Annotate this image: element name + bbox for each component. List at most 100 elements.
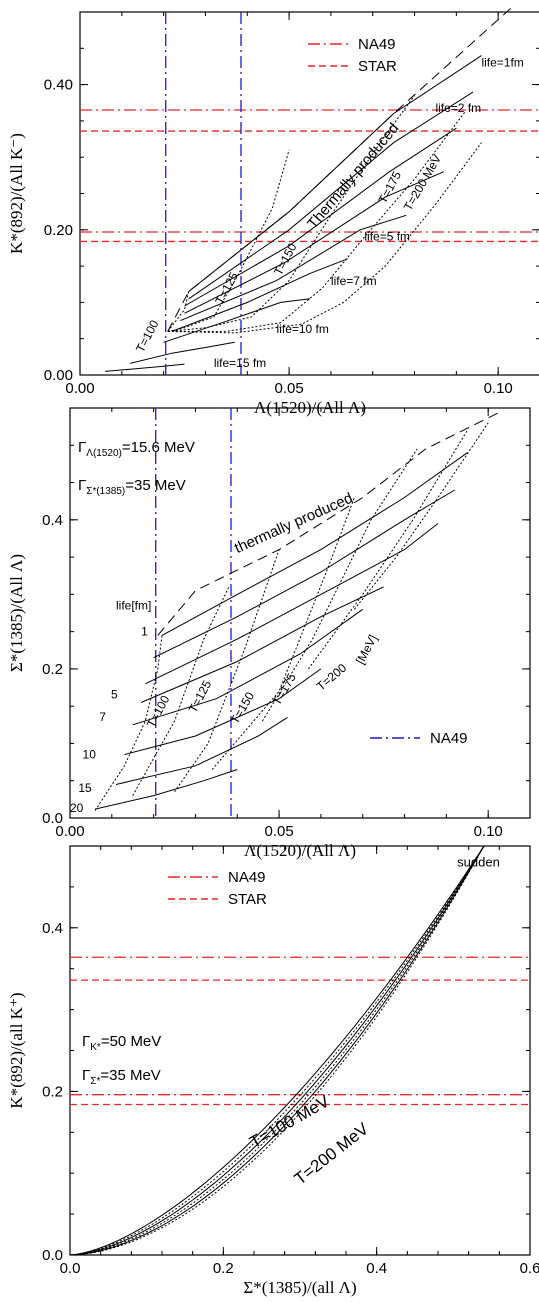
curve-annotation: T=200 xyxy=(314,661,350,694)
lifetime-curve xyxy=(188,91,474,300)
y-tick-label: 0.0 xyxy=(42,810,63,827)
lifetime-curve xyxy=(161,452,468,636)
curve-annotation: 10 xyxy=(83,747,97,761)
lifetime-curve xyxy=(163,298,311,343)
x-tick-label: 0.4 xyxy=(366,1260,387,1277)
curve-annotation: T=100 xyxy=(144,693,173,730)
curve-annotation: life=7 fm xyxy=(331,274,377,288)
legend-label: STAR xyxy=(358,58,397,75)
lifetime-curve xyxy=(94,769,238,810)
model-curve xyxy=(69,845,485,1256)
width-annotation: ΓΣ*(1385)=35 MeV xyxy=(78,477,186,497)
x-axis-label: Λ(1520)/(All Λ) xyxy=(244,841,356,860)
legend-label: NA49 xyxy=(358,36,396,53)
curve-annotation: life=5 fm xyxy=(364,230,410,244)
temperature-curve xyxy=(261,448,418,722)
x-tick-label: 0.00 xyxy=(55,823,84,840)
legend-label: STAR xyxy=(228,891,267,908)
x-tick-label: 0.10 xyxy=(474,823,503,840)
thermal-curve xyxy=(167,8,512,332)
curve-annotation: T=150 xyxy=(271,240,300,277)
y-tick-label: 0.00 xyxy=(44,367,73,384)
curve-annotation: T=100 MeV xyxy=(247,1091,334,1152)
curve-annotation: 1 xyxy=(141,624,148,638)
chart-k-star-vs-sigma-star: 0.0 0.2 0.4 0.6 0.0 0.2 0.4 Σ*(1385)/(all Λ) K*(… xyxy=(7,845,539,1297)
width-annotation: ΓΣ*=35 MeV xyxy=(82,1067,161,1087)
curve-annotation: life[fm] xyxy=(116,598,151,612)
x-tick-label: 0.6 xyxy=(520,1260,539,1277)
lifetime-curve xyxy=(171,258,348,332)
chart-k-star-vs-lambda: 0.00 0.05 0.100.000.200.40Λ(1520)/(All Λ)K… xyxy=(7,8,539,417)
curve-annotation: T=200 MeV xyxy=(401,152,444,213)
lifetime-curve xyxy=(184,171,444,314)
y-tick-label: 0.2 xyxy=(42,661,63,678)
width-annotation: ΓΛ(1520)=15.6 MeV xyxy=(78,439,195,459)
x-tick-label: 0.10 xyxy=(484,380,513,397)
y-tick-label: 0.4 xyxy=(42,512,63,529)
thermal-curve xyxy=(157,411,501,636)
curve-annotation: T=125 xyxy=(186,678,215,715)
plot-frame xyxy=(69,407,531,819)
y-tick-label: 0.40 xyxy=(44,77,73,94)
curve-annotation: life=1fm xyxy=(481,55,523,69)
curve-annotation: 15 xyxy=(78,781,92,795)
lifetime-curve xyxy=(130,341,235,364)
model-curve xyxy=(69,845,485,1256)
x-tick-label: 0.00 xyxy=(65,380,94,397)
curve-annotation: life=2 fm xyxy=(435,101,481,115)
y-tick-label: 0.0 xyxy=(42,1247,63,1264)
x-tick-label: 0.05 xyxy=(274,380,303,397)
curve-annotation: life=15 fm xyxy=(214,356,266,370)
legend-label: NA49 xyxy=(228,869,266,886)
lifetime-curve xyxy=(115,716,288,785)
lifetime-curve xyxy=(140,586,384,703)
temperature-curve xyxy=(211,497,355,770)
temperature-curve xyxy=(167,149,290,332)
x-tick-label: 0.05 xyxy=(264,823,293,840)
model-curve xyxy=(69,845,485,1256)
lifetime-curve xyxy=(132,608,363,726)
y-tick-label: 0.2 xyxy=(42,1083,63,1100)
curve-annotation: 7 xyxy=(99,710,106,724)
curve-annotation: T=150 xyxy=(228,689,257,726)
temperature-curve xyxy=(167,142,482,334)
curve-annotation: T=125 xyxy=(212,270,241,307)
curve-annotation: T=100 xyxy=(133,317,162,354)
model-curve xyxy=(69,845,485,1256)
temperature-curve xyxy=(174,549,280,793)
lifetime-curve xyxy=(184,127,457,307)
lifetime-curve xyxy=(145,523,439,685)
model-curve xyxy=(69,845,485,1256)
lifetime-curve xyxy=(153,489,455,659)
y-axis-label: K*(892)/(all K⁺) xyxy=(7,992,26,1108)
curve-annotation: T=175 xyxy=(376,169,405,206)
chart-sigma-star-vs-lambda: 0.00 0.05 0.10 0.0 0.2 0.4 Λ(1520)/(All Λ) Σ*(1… xyxy=(7,407,531,860)
curve-annotation: life=10 fm xyxy=(277,322,329,336)
legend-label: NA49 xyxy=(430,730,468,747)
width-annotation: ΓK*=50 MeV xyxy=(82,1033,161,1053)
x-tick-label: 0.0 xyxy=(60,1260,81,1277)
temperature-curve xyxy=(167,291,190,332)
curve-annotation: [MeV] xyxy=(353,632,380,666)
temperature-curve xyxy=(307,430,468,670)
model-curve xyxy=(69,845,485,1256)
y-tick-label: 0.20 xyxy=(44,222,73,239)
temperature-curve xyxy=(167,95,415,332)
lifetime-curve xyxy=(180,214,407,322)
x-tick-label: 0.2 xyxy=(213,1260,234,1277)
curve-annotation: thermally produced xyxy=(232,490,355,557)
curve-annotation: 20 xyxy=(70,801,84,815)
curve-annotation: sudden xyxy=(457,854,500,869)
temperature-curve xyxy=(132,586,230,796)
plot-frame xyxy=(69,845,531,1256)
lifetime-curve xyxy=(124,668,322,756)
lifetime-curve xyxy=(105,363,185,372)
x-axis-label: Σ*(1385)/(all Λ) xyxy=(243,1278,356,1297)
y-axis-label: K*(892)/(All K⁻) xyxy=(7,133,26,254)
y-tick-label: 0.4 xyxy=(42,920,63,937)
curve-annotation: T=175 xyxy=(270,671,299,708)
curve-annotation: T=200 MeV xyxy=(291,1119,373,1189)
temperature-curve xyxy=(354,422,489,610)
curve-annotation: 5 xyxy=(111,688,118,702)
